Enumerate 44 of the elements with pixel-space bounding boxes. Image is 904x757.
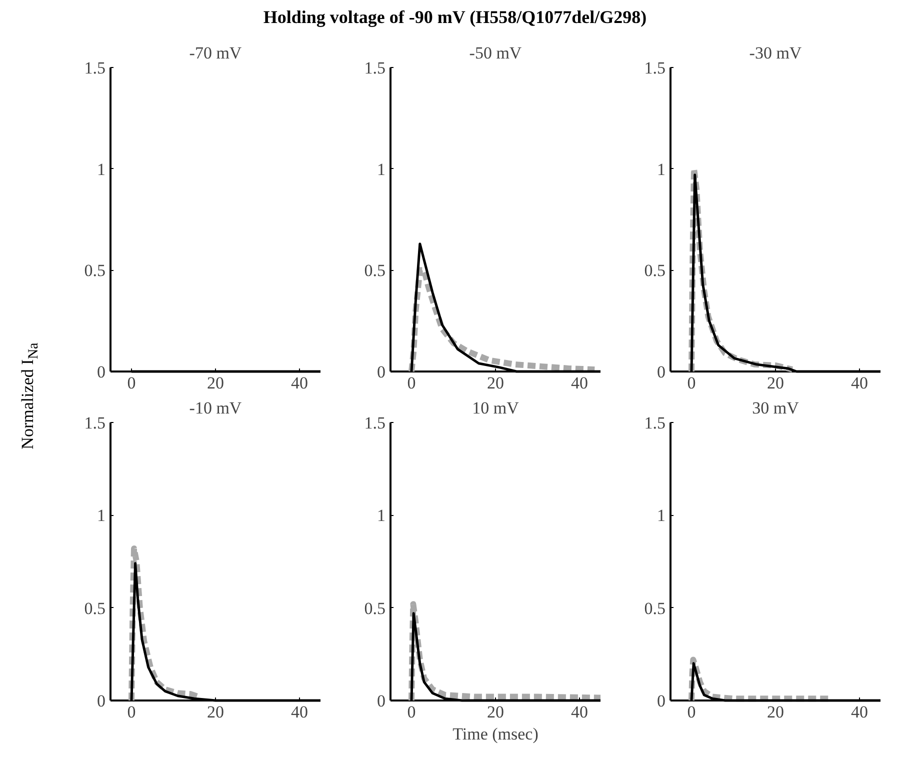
y-tick-label: 1 [97,160,106,179]
x-axis-title: Time (msec) [452,724,538,744]
y-tick-label: 1 [377,506,386,526]
chart-title: -50 mV [469,44,522,62]
chart-title: 30 mV [752,398,800,418]
chart-title: 10 mV [472,398,520,418]
y-tick-label: 0.5 [364,261,386,280]
x-tick-label: 0 [407,374,416,392]
x-tick-label: 0 [687,374,696,392]
x-tick-label: 0 [127,374,136,392]
x-tick-label: 20 [207,374,224,392]
y-tick-label: 1.5 [84,58,106,78]
y-tick-label: 1 [657,160,666,179]
y-tick-label: 1 [657,506,666,526]
x-tick-label: 40 [851,702,868,722]
y-tick-label: 1.5 [644,58,666,78]
x-tick-label: 20 [767,702,784,722]
y-tick-label: 1.5 [364,58,386,78]
y-tick-label: 0.5 [644,598,666,618]
y-tick-label: 1 [97,506,106,526]
x-tick-label: 20 [207,702,224,722]
x-tick-label: 40 [291,374,308,392]
y-tick-label: 0.5 [364,598,386,618]
x-tick-label: 20 [487,702,504,722]
y-tick-label: 1.5 [644,414,666,432]
y-tick-label: 0.5 [644,261,666,280]
x-tick-label: 40 [571,374,588,392]
chart-title: -10 mV [189,398,242,418]
x-tick-label: 40 [851,374,868,392]
x-tick-label: 40 [291,702,308,722]
chart-title: -70 mV [189,44,242,62]
x-tick-label: 20 [487,374,504,392]
y-tick-label: 1.5 [364,414,386,432]
y-tick-label: 1.5 [84,414,106,432]
text: Holding voltage of -90 mV (H558/Q1077del/G298) [263,6,647,29]
x-tick-label: 0 [407,702,416,722]
chart-title: -30 mV [749,44,802,62]
y-tick-label: 0.5 [84,598,106,618]
x-tick-label: 0 [687,702,696,722]
y-tick-label: 0.5 [84,261,106,280]
x-tick-label: 20 [767,374,784,392]
x-tick-label: 40 [571,702,588,722]
x-tick-label: 0 [127,702,136,722]
y-tick-label: 1 [377,160,386,179]
